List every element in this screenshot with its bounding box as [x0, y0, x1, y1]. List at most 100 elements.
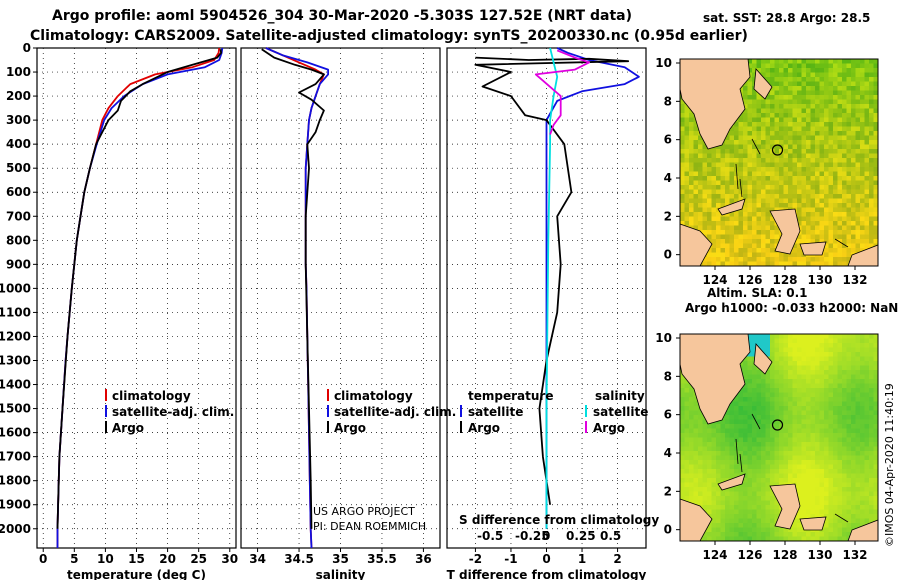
map-pixel	[869, 140, 874, 145]
map-pixel	[837, 252, 843, 258]
map-pixel	[792, 374, 798, 380]
map-pixel	[765, 419, 771, 425]
map-pixel	[774, 514, 780, 519]
map-pixel	[797, 415, 802, 420]
map-pixel	[828, 176, 834, 181]
map-pixel	[842, 523, 847, 528]
map-pixel	[743, 248, 748, 253]
map-pixel	[693, 135, 699, 141]
map-pixel	[810, 334, 816, 339]
map-pixel	[783, 365, 789, 371]
map-pixel	[693, 162, 699, 168]
map-pixel	[869, 185, 874, 190]
map-pixel	[774, 464, 780, 470]
map-pixel	[711, 460, 717, 465]
map-pixel	[810, 464, 816, 470]
map-pixel	[783, 415, 789, 420]
map-pixel	[720, 167, 726, 172]
map-pixel	[693, 473, 699, 479]
map-pixel	[756, 140, 762, 145]
map-pixel	[846, 469, 852, 474]
map-pixel	[842, 356, 847, 362]
map-pixel	[774, 122, 780, 127]
map-pixel	[873, 59, 879, 64]
map-pixel	[860, 406, 865, 411]
map-pixel	[864, 428, 870, 434]
map-pixel	[806, 108, 811, 114]
y-tick-label: 1500	[0, 402, 31, 416]
map-pixel	[729, 473, 735, 479]
map-pixel	[752, 424, 757, 429]
map-pixel	[869, 243, 874, 249]
y-tick-label: 1000	[0, 281, 31, 295]
map-pixel	[869, 216, 874, 222]
map-pixel	[842, 261, 847, 267]
map-pixel	[792, 162, 798, 168]
map-pixel	[864, 144, 870, 150]
map-pixel	[851, 126, 856, 132]
map-pixel	[783, 257, 789, 262]
map-pixel	[765, 95, 771, 100]
map-pixel	[788, 473, 793, 479]
map-pixel	[779, 532, 784, 537]
map-pixel	[815, 180, 820, 186]
map-pixel	[783, 464, 789, 470]
map-pixel	[873, 514, 879, 519]
map-pixel	[792, 419, 798, 425]
map-pixel	[864, 388, 870, 393]
map-pixel	[720, 428, 726, 434]
map-pixel	[693, 198, 699, 204]
map-pixel	[779, 338, 784, 344]
map-pixel	[779, 406, 784, 411]
map-pixel	[842, 388, 847, 393]
map-pixel	[788, 158, 793, 163]
map-pixel	[729, 419, 735, 425]
map-pixel	[684, 392, 690, 398]
map-pixel	[828, 239, 834, 244]
map-pixel	[770, 230, 775, 235]
map-pixel	[828, 365, 834, 371]
map-pixel	[689, 419, 694, 425]
s-tick-label: 0.25	[566, 529, 596, 543]
map-pixel	[833, 86, 838, 91]
map-pixel	[815, 460, 820, 465]
map-pixel	[774, 194, 780, 199]
map-pixel	[788, 99, 793, 105]
map-pixel	[792, 473, 798, 479]
map-pixel	[842, 428, 847, 434]
map-pixel	[725, 225, 730, 231]
map-pixel	[729, 261, 735, 267]
map-pixel	[833, 338, 838, 344]
map-pixel	[783, 149, 789, 154]
map-pixel	[774, 379, 780, 384]
map-pixel	[873, 153, 879, 159]
map-pixel	[833, 442, 838, 447]
map-pixel	[873, 198, 879, 204]
map-pixel	[684, 446, 690, 452]
map-pixel	[752, 95, 757, 100]
map-pixel	[779, 347, 784, 353]
map-pixel	[779, 131, 784, 136]
map-pixel	[824, 144, 829, 150]
map-pixel	[725, 216, 730, 222]
map-pixel	[779, 370, 784, 375]
map-pixel	[729, 505, 735, 510]
map-pixel	[734, 257, 739, 262]
map-pixel	[792, 532, 798, 537]
map-pixel	[855, 153, 861, 159]
map-pixel	[846, 401, 852, 407]
map-pixel	[815, 442, 820, 447]
map-pixel	[833, 126, 838, 132]
map-pixel	[680, 104, 685, 109]
map-pixel	[815, 225, 820, 231]
map-pixel	[806, 158, 811, 163]
map-pixel	[747, 207, 753, 213]
map-pixel	[797, 347, 802, 353]
map-pixel	[801, 126, 807, 132]
map-pixel	[711, 442, 717, 447]
map-pixel	[761, 491, 766, 497]
map-pixel	[747, 104, 753, 109]
map-pixel	[842, 451, 847, 456]
map-pixel	[860, 361, 865, 366]
map-pixel	[725, 491, 730, 497]
